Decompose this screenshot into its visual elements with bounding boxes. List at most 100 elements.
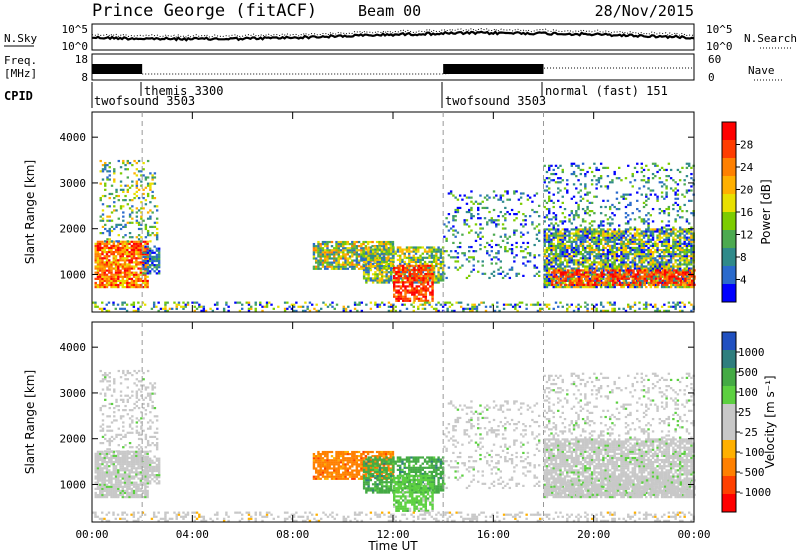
power-cell — [566, 244, 569, 248]
power-cell — [137, 234, 141, 237]
power-cell — [667, 232, 671, 235]
power-cell — [128, 283, 131, 287]
power-cell — [351, 261, 354, 264]
power-cell — [624, 242, 628, 245]
power-cell — [575, 283, 579, 286]
power-cell — [130, 277, 134, 280]
power-cell — [149, 172, 152, 175]
power-cell — [647, 242, 650, 245]
power-cell — [557, 228, 560, 231]
power-cell — [392, 303, 395, 306]
power-cell — [581, 281, 585, 285]
power-cell — [577, 207, 580, 211]
power-cell — [426, 262, 429, 266]
power-cell — [295, 309, 298, 312]
power-cell — [627, 273, 631, 276]
power-cell — [590, 250, 594, 254]
power-cell — [667, 265, 671, 268]
power-cell — [135, 259, 138, 262]
power-cell — [543, 238, 546, 241]
power-cell — [374, 252, 377, 255]
power-cell — [405, 248, 409, 251]
power-cell — [649, 286, 653, 289]
power-cell — [620, 246, 623, 250]
power-cell — [595, 238, 598, 241]
power-cell — [408, 260, 411, 264]
power-cell — [414, 252, 418, 255]
power-cell — [620, 238, 623, 241]
power-cell — [164, 305, 167, 308]
power-cell — [667, 305, 671, 308]
power-cell — [611, 257, 614, 260]
power-cell — [656, 261, 659, 264]
power-cell — [419, 262, 422, 266]
power-cell — [175, 303, 178, 306]
power-cell — [211, 309, 215, 312]
power-cell — [96, 263, 100, 266]
power-cell — [123, 273, 127, 276]
power-cell — [254, 309, 257, 312]
power-cell — [153, 196, 157, 200]
power-cell — [515, 190, 518, 193]
power-cell — [588, 201, 592, 204]
power-cell — [636, 265, 639, 268]
power-cell — [642, 255, 646, 258]
power-cell — [317, 255, 320, 258]
power-cell — [559, 189, 562, 192]
power-cell — [663, 309, 666, 312]
power-cell — [402, 281, 405, 284]
power-cell — [649, 259, 653, 262]
power-cell — [676, 246, 680, 250]
power-cell — [182, 301, 185, 304]
power-cell — [469, 307, 472, 310]
power-cell — [606, 166, 610, 169]
power-cell — [676, 267, 680, 270]
power-cell — [333, 247, 336, 250]
power-cell — [613, 253, 616, 256]
power-cell — [642, 248, 646, 252]
power-cell — [99, 273, 102, 276]
power-cell — [437, 281, 440, 284]
power-cell — [624, 216, 628, 219]
power-cell — [104, 182, 107, 185]
power-cell — [606, 261, 610, 264]
power-cell — [586, 261, 589, 264]
power-cell — [96, 259, 100, 262]
power-cell — [142, 174, 145, 177]
power-cell — [396, 246, 400, 249]
power-cell — [408, 258, 411, 261]
power-cell — [661, 271, 665, 274]
power-cell — [632, 275, 635, 278]
power-cell — [656, 279, 659, 283]
power-cell — [579, 195, 583, 198]
power-cell — [399, 285, 403, 288]
power-cell — [660, 242, 664, 245]
power-cell — [153, 176, 157, 179]
power-cell — [649, 244, 653, 248]
power-cell — [431, 287, 434, 290]
power-cell — [395, 285, 398, 288]
power-cell — [364, 240, 368, 244]
power-cell — [435, 303, 438, 306]
power-cell — [362, 269, 366, 272]
power-cell — [584, 187, 587, 190]
power-cell — [636, 228, 639, 231]
power-cell — [645, 248, 648, 252]
power-cell — [563, 269, 567, 272]
power-cell — [465, 219, 469, 222]
power-cell — [545, 303, 549, 306]
power-cell — [587, 279, 590, 282]
power-cell — [645, 244, 648, 248]
power-cell — [554, 234, 558, 237]
power-cell — [110, 229, 114, 233]
power-cell — [563, 244, 567, 248]
power-cell — [355, 259, 359, 262]
power-cell — [508, 213, 512, 216]
power-cell — [687, 189, 691, 192]
power-cell — [633, 261, 637, 264]
power-cell — [572, 309, 576, 312]
power-cell — [658, 248, 662, 252]
power-cell — [535, 272, 539, 275]
power-cell — [681, 279, 684, 283]
power-cell — [563, 281, 567, 285]
